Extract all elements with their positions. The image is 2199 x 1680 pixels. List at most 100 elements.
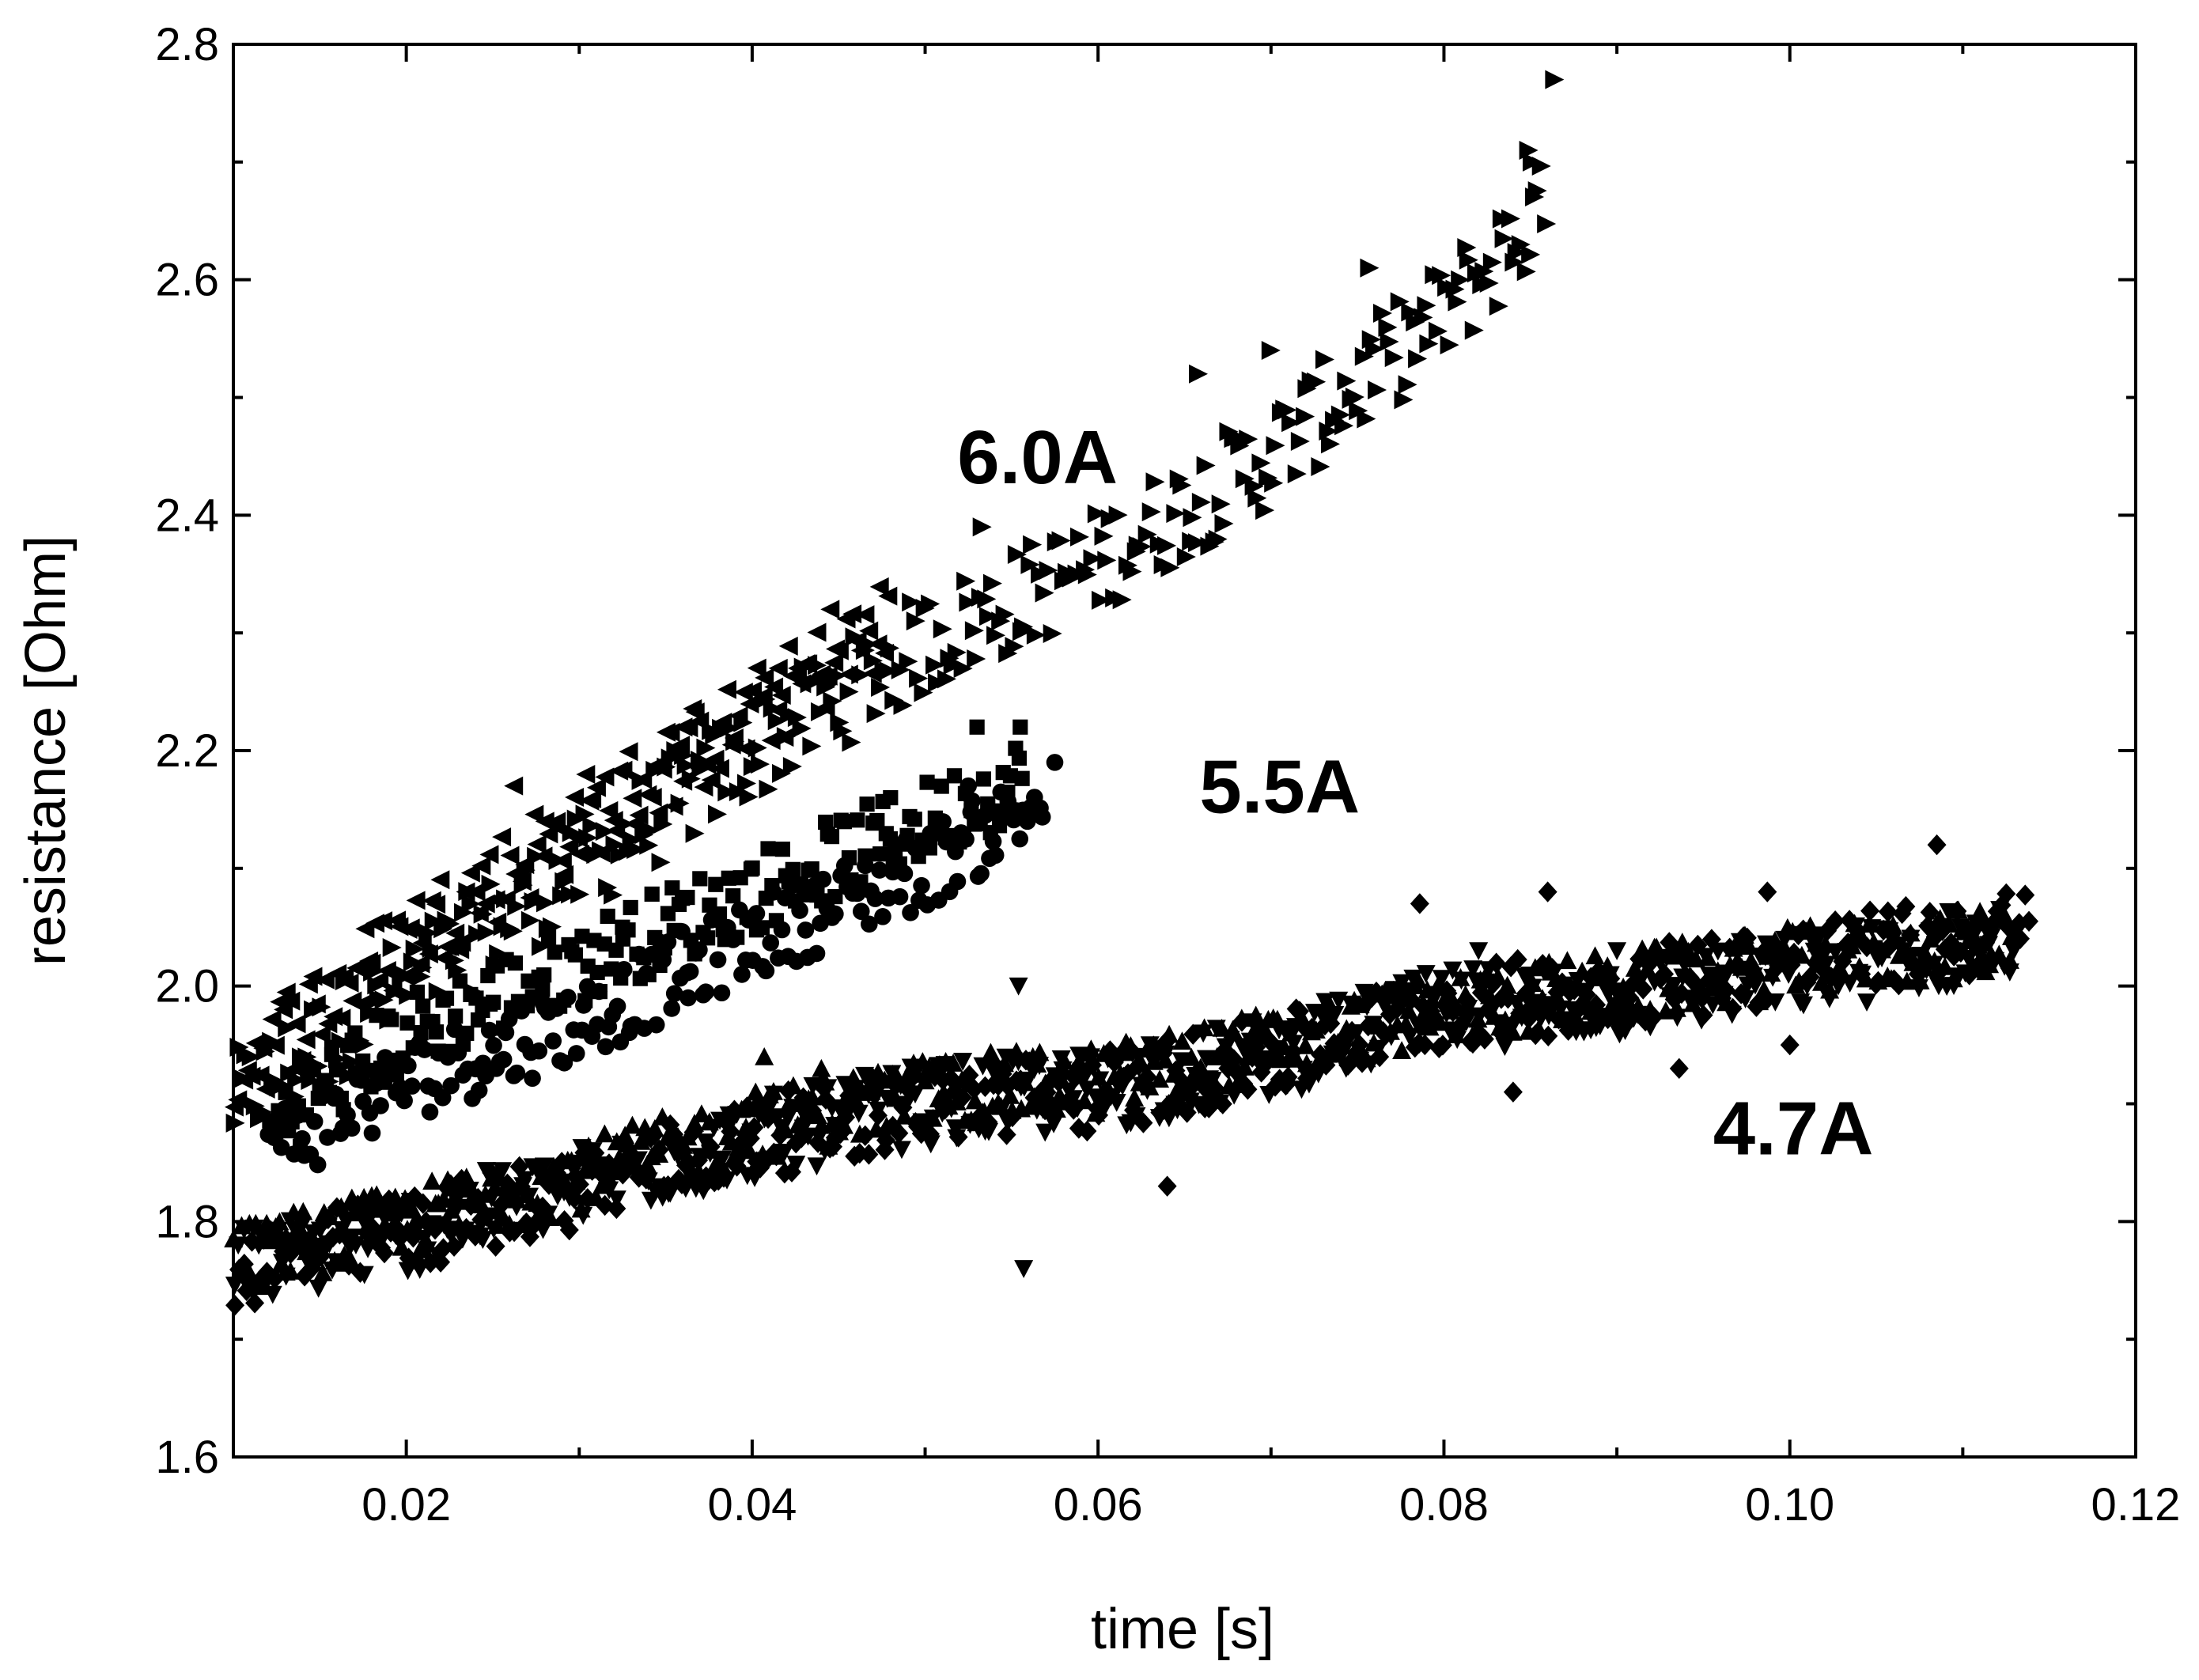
data-point (633, 770, 653, 789)
data-point (783, 876, 801, 894)
data-point (986, 626, 1006, 645)
data-point (862, 664, 882, 683)
data-point (384, 1061, 402, 1079)
data-point (850, 641, 870, 660)
data-point (771, 686, 791, 706)
data-point (312, 1245, 331, 1266)
data-point (1410, 893, 1429, 914)
data-point (503, 921, 523, 941)
data-point (776, 889, 794, 906)
data-point (1419, 334, 1439, 354)
data-point (347, 1025, 363, 1041)
data-point (566, 1166, 585, 1187)
data-point (1337, 371, 1357, 391)
y-tick-label: 1.6 (155, 1432, 219, 1483)
data-point (1012, 719, 1028, 735)
data-point (368, 1074, 386, 1092)
data-point (814, 870, 832, 888)
data-point (1187, 533, 1207, 553)
data-point (782, 1161, 801, 1182)
data-point (1408, 971, 1428, 989)
data-point (707, 804, 727, 824)
data-point (701, 770, 721, 790)
data-point (1408, 349, 1428, 369)
data-point (592, 1175, 611, 1194)
data-point (733, 683, 753, 702)
data-point (515, 855, 535, 875)
data-point (1077, 1120, 1097, 1142)
data-point (921, 594, 941, 614)
data-point (470, 1081, 488, 1099)
data-point (524, 804, 544, 824)
data-point (791, 902, 808, 919)
data-point (1247, 1036, 1266, 1058)
data-point (1526, 1024, 1546, 1046)
data-point (1035, 583, 1054, 603)
data-point (933, 619, 952, 639)
data-point (1383, 980, 1403, 1002)
data-point (1014, 770, 1030, 786)
data-point (1860, 900, 1880, 921)
data-point (486, 994, 501, 1010)
y-axis-title: resistance [Ohm] (14, 535, 78, 966)
data-point (445, 923, 465, 943)
data-point (1451, 270, 1470, 289)
data-point (1741, 961, 1761, 982)
series-annotation: 5.5A (1199, 745, 1360, 830)
data-point (1353, 1052, 1372, 1073)
data-point (570, 884, 590, 904)
data-point (1160, 558, 1180, 577)
data-point (575, 804, 595, 824)
data-point (818, 666, 838, 686)
data-point (343, 1052, 362, 1072)
data-point (445, 1235, 464, 1257)
data-point (399, 1015, 415, 1031)
data-point (925, 655, 945, 675)
data-point (274, 1000, 293, 1020)
data-point (1508, 948, 1527, 971)
data-point (991, 1096, 1011, 1115)
data-point (1334, 416, 1354, 436)
data-point (409, 984, 426, 1000)
data-point (1701, 929, 1721, 950)
data-point (1498, 988, 1518, 1009)
data-point (1399, 1001, 1419, 1020)
data-point (899, 652, 918, 672)
data-point (507, 1190, 527, 1209)
data-point (1089, 1104, 1109, 1126)
data-point (852, 902, 870, 921)
data-point (808, 1132, 828, 1153)
data-point (1262, 1046, 1281, 1069)
data-point (1023, 535, 1043, 554)
data-point (1446, 998, 1466, 1020)
data-point (629, 805, 649, 825)
data-point (699, 1112, 719, 1131)
data-point (1001, 1085, 1020, 1104)
data-point (948, 1126, 968, 1148)
data-point (1081, 1039, 1101, 1058)
data-point (1255, 501, 1275, 520)
data-point (1920, 902, 1940, 923)
data-point (1585, 946, 1605, 965)
y-tick-label: 1.8 (155, 1196, 219, 1247)
data-point (753, 686, 773, 706)
data-point (774, 1143, 794, 1162)
data-point (1567, 1008, 1587, 1027)
data-point (224, 1229, 244, 1248)
data-point (520, 888, 539, 908)
data-point (466, 882, 486, 902)
data-point (1207, 1088, 1227, 1109)
data-point (1511, 235, 1531, 255)
data-point (1211, 494, 1231, 514)
data-point (308, 1279, 328, 1298)
data-point (1276, 1074, 1296, 1096)
data-point (653, 759, 672, 779)
data-point (647, 1016, 665, 1034)
data-point (1239, 429, 1258, 449)
data-point (759, 1107, 778, 1129)
data-point (1394, 390, 1414, 410)
data-point (265, 1268, 285, 1289)
data-point (1208, 529, 1228, 549)
data-point (1576, 984, 1596, 1005)
data-point (1838, 933, 1858, 954)
